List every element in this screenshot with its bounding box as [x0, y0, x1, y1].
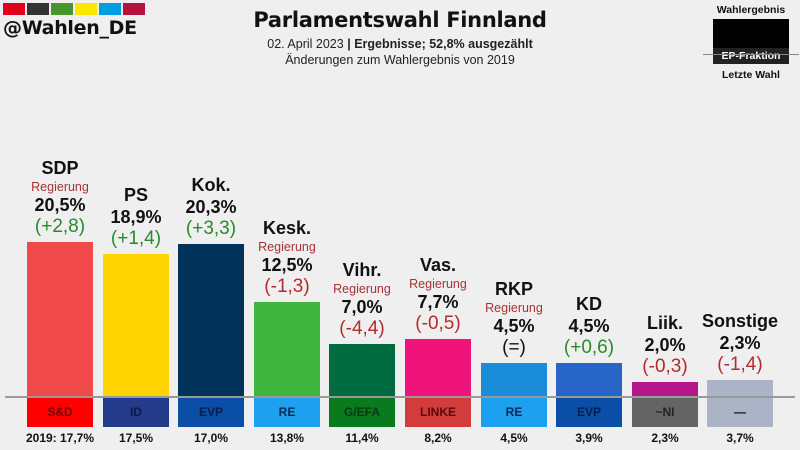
value-label: 20,5%: [34, 195, 86, 215]
legend-result-label: Wahlergebnis: [716, 4, 786, 16]
party-name-label: SDP: [41, 158, 79, 178]
brand-swatch: [27, 3, 49, 15]
party-name-label: Vihr.: [342, 260, 382, 280]
value-label: 4,5%: [493, 316, 535, 336]
brand-logo: @Wahlen_DE: [3, 3, 145, 39]
previous-result-label: 4,5%: [500, 431, 528, 445]
value-label: 2,3%: [719, 333, 761, 353]
previous-result-label: 3,9%: [575, 431, 603, 445]
previous-result-label: 11,4%: [345, 431, 379, 445]
previous-result-label: 2019: 17,7%: [25, 431, 95, 445]
bar: [254, 302, 320, 397]
legend-bar-swatch: [713, 19, 789, 48]
brand-swatch: [3, 3, 25, 15]
change-label: (+3,3): [185, 218, 237, 239]
chart-subtitle: 02. April 2023 | Ergebnisse; 52,8% ausge…: [200, 37, 600, 51]
change-label: (=): [502, 337, 526, 358]
government-label: Regierung: [258, 240, 316, 254]
election-date: 02. April 2023: [267, 37, 344, 51]
value-label: 20,3%: [185, 197, 237, 217]
previous-result-label: 17,5%: [118, 431, 154, 445]
bar: [556, 363, 622, 397]
ep-group-label: EVP: [556, 398, 622, 427]
value-label: 7,0%: [341, 297, 383, 317]
legend-baseline: [703, 54, 799, 55]
brand-swatch: [75, 3, 97, 15]
bar: [405, 339, 471, 397]
brand-color-swatches: [3, 3, 145, 15]
bar: [707, 380, 773, 397]
bar: [481, 363, 547, 397]
party-name-label: RKP: [494, 279, 533, 299]
ep-group-label: LINKE: [405, 398, 471, 427]
count-status: Ergebnisse; 52,8% ausgezählt: [354, 37, 533, 51]
legend-last-election-label: Letzte Wahl: [722, 69, 780, 81]
bar: [27, 242, 93, 397]
brand-swatch: [51, 3, 73, 15]
brand-swatch: [123, 3, 145, 15]
government-label: Regierung: [333, 282, 391, 296]
ep-group-label: ID: [103, 398, 169, 427]
ep-group-label: —: [707, 398, 773, 427]
brand-handle: @Wahlen_DE: [3, 17, 137, 39]
ep-group-label: S&D: [27, 398, 93, 427]
chart-baseline: [5, 396, 795, 398]
previous-result-label: 3,7%: [726, 431, 754, 445]
separator: |: [347, 37, 351, 51]
value-label: 4,5%: [568, 316, 610, 336]
change-label: (-4,4): [339, 318, 385, 339]
party-name-label: Sonstige: [701, 311, 778, 331]
government-label: Regierung: [31, 180, 89, 194]
bar: [329, 344, 395, 397]
value-label: 18,9%: [110, 207, 162, 227]
chart-subtitle-changes: Änderungen zum Wahlergebnis von 2019: [285, 53, 515, 67]
previous-result-label: 13,8%: [269, 431, 305, 445]
brand-swatch: [99, 3, 121, 15]
party-name-label: Liik.: [646, 313, 683, 333]
change-label: (-1,3): [264, 276, 310, 297]
change-label: (+0,6): [563, 337, 615, 358]
previous-result-label: 2,3%: [651, 431, 679, 445]
ep-group-label: RE: [254, 398, 320, 427]
party-name-label: KD: [576, 294, 602, 314]
government-label: Regierung: [485, 301, 543, 315]
ep-group-label: ~NI: [632, 398, 698, 427]
legend-ep-label: EP-Fraktion: [713, 48, 789, 64]
ep-group-label: RE: [481, 398, 547, 427]
change-label: (+1,4): [110, 228, 162, 249]
ep-group-label: G/EFA: [329, 398, 395, 427]
chart-title: Parlamentswahl Finnland: [253, 8, 547, 32]
bar: [178, 244, 244, 397]
value-label: 2,0%: [644, 335, 686, 355]
government-label: Regierung: [409, 277, 467, 291]
party-name-label: Kok.: [191, 175, 231, 195]
party-name-label: PS: [123, 185, 148, 205]
party-name-label: Vas.: [419, 255, 457, 275]
bar: [632, 382, 698, 397]
legend: Wahlergebnis EP-Fraktion Letzte Wahl: [703, 4, 799, 81]
chart-header: Parlamentswahl Finnland 02. April 2023 |…: [200, 8, 600, 67]
bar: [103, 254, 169, 397]
change-label: (-0,5): [415, 313, 461, 334]
previous-result-label: 8,2%: [424, 431, 452, 445]
change-label: (-0,3): [642, 356, 688, 377]
value-label: 7,7%: [417, 292, 459, 312]
previous-result-label: 17,0%: [193, 431, 229, 445]
change-label: (-1,4): [717, 354, 763, 375]
value-label: 12,5%: [261, 255, 313, 275]
ep-group-label: EVP: [178, 398, 244, 427]
change-label: (+2,8): [34, 216, 86, 237]
party-name-label: Kesk.: [262, 218, 312, 238]
